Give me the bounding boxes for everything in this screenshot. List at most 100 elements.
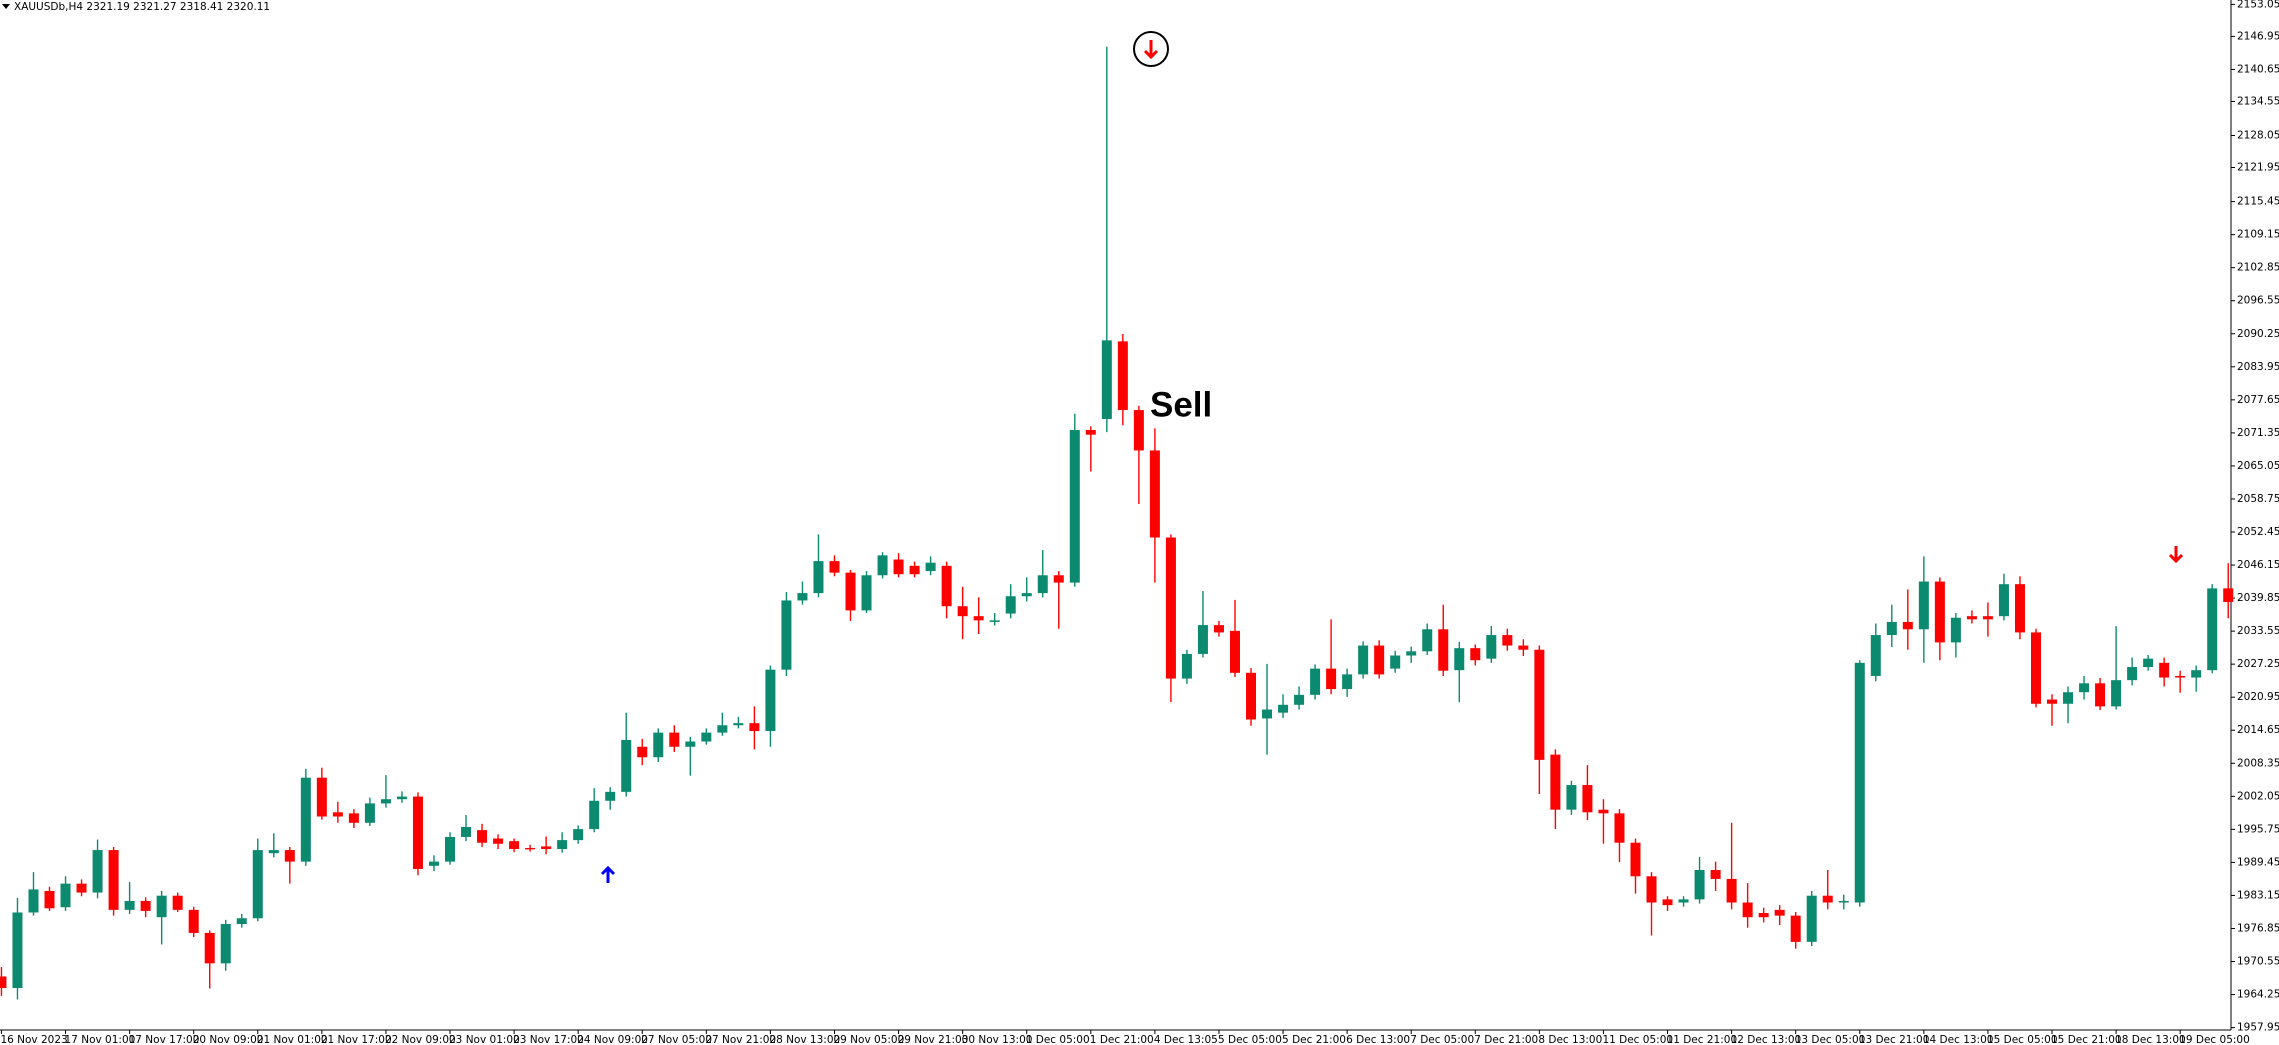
candle-body [765, 669, 776, 732]
x-tick-label: 15 Dec 05:00 [1987, 1034, 2058, 1045]
y-tick-label: 2046.15 [2237, 559, 2279, 571]
candle-body [1918, 581, 1929, 630]
candle-body [829, 561, 840, 573]
candle-body [1358, 645, 1369, 675]
x-tick-label: 21 Nov 17:00 [321, 1034, 392, 1045]
x-tick-label: 7 Dec 21:00 [1474, 1034, 1538, 1045]
candle-body [573, 829, 584, 841]
sell-arrow [2168, 546, 2184, 564]
candle-body [1470, 648, 1481, 661]
candle-body [1998, 584, 2009, 617]
x-tick-label: 4 Dec 13:05 [1154, 1034, 1218, 1045]
candle-body [1278, 704, 1289, 713]
y-tick-label: 2153.05 [2237, 0, 2279, 10]
candle-body [1342, 674, 1353, 690]
candle-body [268, 850, 279, 854]
y-tick-label: 1957.95 [2237, 1022, 2279, 1034]
candle-body [925, 562, 936, 572]
x-tick-label: 29 Nov 05:00 [833, 1034, 904, 1045]
candle-body [2014, 584, 2025, 633]
sell-signal [1133, 31, 1169, 67]
candle-body [1085, 429, 1096, 435]
candle-body [1037, 575, 1048, 594]
sell-annotation: Sell [1150, 385, 1212, 424]
x-tick-label: 1 Dec 05:00 [1026, 1034, 1090, 1045]
chart-title: XAUUSDb,H4 2321.19 2321.27 2318.41 2320.… [14, 1, 270, 13]
candle-body [701, 732, 712, 742]
y-tick-label: 2083.95 [2237, 361, 2279, 373]
x-tick-label: 30 Nov 13:00 [962, 1034, 1033, 1045]
candle-body [973, 616, 984, 621]
candle-body [1390, 655, 1401, 669]
candle-body [348, 813, 359, 823]
y-tick-label: 2008.35 [2237, 757, 2279, 769]
y-tick-label: 2027.25 [2237, 658, 2279, 670]
y-tick-label: 2115.45 [2237, 196, 2279, 208]
candle-body [685, 741, 696, 747]
x-tick-label: 23 Nov 01:00 [449, 1034, 520, 1045]
y-tick-label: 1976.85 [2237, 922, 2279, 934]
y-tick-label: 2014.65 [2237, 724, 2279, 736]
candle-body [637, 746, 648, 758]
candle-body [284, 850, 295, 862]
candle-body [332, 812, 343, 817]
candle-body [364, 803, 375, 823]
y-tick-label: 1964.25 [2237, 989, 2279, 1001]
y-tick-label: 2109.15 [2237, 229, 2279, 241]
symbol-menu-icon[interactable] [2, 4, 10, 9]
candle-body [188, 909, 199, 933]
candle-body [493, 838, 504, 844]
x-tick-label: 15 Dec 21:00 [2051, 1034, 2122, 1045]
candle-body [749, 723, 760, 732]
candle-body [1454, 648, 1465, 671]
candle-body [1854, 662, 1865, 903]
candle-body [428, 861, 439, 866]
candle-body [76, 883, 87, 893]
x-tick-label: 5 Dec 21:00 [1282, 1034, 1346, 1045]
candle-body [1534, 649, 1545, 760]
candle-body [1262, 709, 1273, 719]
candle-body [1790, 915, 1801, 942]
candle-body [1053, 575, 1064, 583]
candle-body [621, 739, 632, 792]
x-tick-label: 29 Nov 21:00 [898, 1034, 969, 1045]
candle-body [2030, 632, 2041, 704]
candle-body [861, 575, 872, 611]
y-tick-label: 2071.35 [2237, 427, 2279, 439]
candle-body [461, 826, 472, 837]
x-tick-label: 11 Dec 05:00 [1602, 1034, 1673, 1045]
candle-body [1966, 616, 1977, 620]
candle-body [1726, 878, 1737, 903]
y-tick-label: 2039.85 [2237, 592, 2279, 604]
candle-body [1422, 629, 1433, 652]
candle-body [1902, 621, 1913, 630]
x-tick-label: 28 Nov 13:00 [769, 1034, 840, 1045]
candle-body [108, 850, 119, 910]
candle-body [1246, 672, 1257, 720]
x-tick-label: 27 Nov 21:00 [705, 1034, 776, 1045]
candle-body [813, 561, 824, 594]
candle-body [300, 777, 311, 862]
candle-body [1694, 870, 1705, 900]
x-tick-label: 22 Nov 09:00 [385, 1034, 456, 1045]
candle-body [477, 830, 488, 843]
x-tick-label: 12 Dec 13:00 [1731, 1034, 1802, 1045]
candle-body [1149, 450, 1160, 538]
candle-body [1165, 537, 1176, 679]
y-tick-label: 2020.95 [2237, 691, 2279, 703]
candle-body [12, 912, 23, 989]
y-tick-label: 2146.95 [2237, 30, 2279, 42]
candle-body [412, 796, 423, 869]
sell-arrow [1143, 40, 1159, 60]
candle-body [1822, 895, 1833, 903]
candle-body [1326, 668, 1337, 690]
candle-body [797, 593, 808, 601]
candle-body [2175, 675, 2186, 678]
x-tick-label: 24 Nov 09:00 [577, 1034, 648, 1045]
candle-body [60, 883, 71, 908]
candle-body [525, 847, 536, 850]
candle-body [1678, 899, 1689, 903]
x-tick-label: 1 Dec 21:00 [1090, 1034, 1154, 1045]
y-tick-label: 2052.45 [2237, 526, 2279, 538]
candle-body [1950, 617, 1961, 643]
